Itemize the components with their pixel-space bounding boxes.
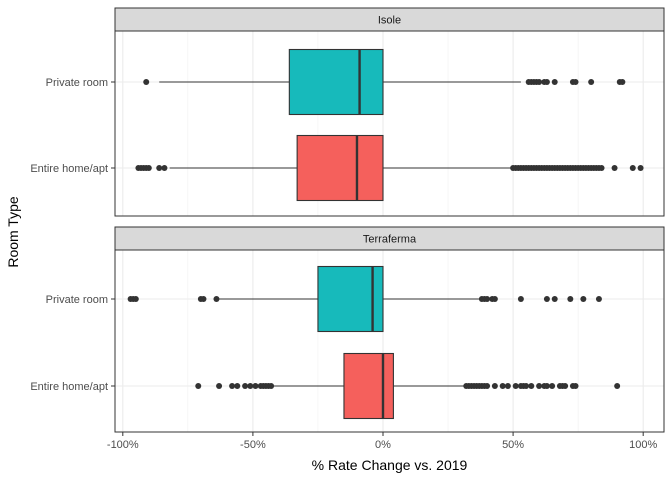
x-tick-label: 100% (629, 439, 657, 451)
facet-strip-label: Terraferma (363, 234, 417, 246)
outlier-point (491, 296, 498, 302)
y-tick-label: Entire home/apt (30, 381, 108, 393)
outlier-point (562, 383, 569, 389)
outlier-point (491, 383, 498, 389)
outlier-point (543, 79, 550, 85)
outlier-point (252, 383, 259, 389)
outlier-point (588, 79, 595, 85)
y-tick-label: Private room (46, 294, 108, 306)
outlier-point (580, 296, 587, 302)
outlier-point (512, 383, 519, 389)
outlier-point (247, 383, 254, 389)
outlier-point (551, 79, 558, 85)
outlier-point (242, 383, 249, 389)
outlier-point (543, 296, 550, 302)
outlier-point (268, 383, 275, 389)
outlier-point (145, 165, 152, 171)
box-iqr (288, 48, 384, 116)
y-tick-label: Private room (46, 77, 108, 89)
y-tick-label: Entire home/apt (30, 163, 108, 175)
outlier-point (595, 296, 602, 302)
outlier-point (614, 383, 621, 389)
outlier-point (536, 383, 543, 389)
outlier-point (572, 79, 579, 85)
outlier-point (161, 165, 168, 171)
outlier-point (528, 383, 535, 389)
outlier-point (523, 383, 530, 389)
outlier-point (504, 383, 511, 389)
outlier-point (200, 296, 207, 302)
outlier-point (611, 165, 618, 171)
outlier-point (517, 296, 524, 302)
facet-strip-label: Isole (378, 15, 401, 27)
outlier-point (499, 383, 506, 389)
outlier-point (234, 383, 241, 389)
outlier-point (598, 165, 605, 171)
x-tick-label: 0% (375, 439, 391, 451)
box-iqr (296, 134, 384, 202)
outlier-point (543, 383, 550, 389)
outlier-point (132, 296, 139, 302)
panel-border (114, 30, 665, 217)
outlier-point (567, 296, 574, 302)
outlier-point (143, 79, 150, 85)
box-iqr (343, 352, 394, 420)
outlier-point (536, 79, 543, 85)
outlier-point (484, 383, 491, 389)
outlier-point (637, 165, 644, 171)
outlier-point (216, 383, 223, 389)
outlier-point (572, 383, 579, 389)
outlier-point (195, 383, 202, 389)
outlier-point (484, 296, 491, 302)
x-axis-title: % Rate Change vs. 2019 (312, 457, 468, 473)
y-axis-title: Room Type (5, 196, 21, 268)
outlier-point (549, 383, 556, 389)
outlier-point (619, 79, 626, 85)
x-tick-label: -50% (240, 439, 266, 451)
x-tick-label: 50% (502, 439, 524, 451)
x-tick-label: -100% (107, 439, 139, 451)
outlier-point (156, 165, 163, 171)
outlier-point (551, 296, 558, 302)
outlier-point (629, 165, 636, 171)
panel-border (114, 249, 665, 433)
outlier-point (213, 296, 220, 302)
panel-background (115, 31, 664, 216)
outlier-point (229, 383, 236, 389)
